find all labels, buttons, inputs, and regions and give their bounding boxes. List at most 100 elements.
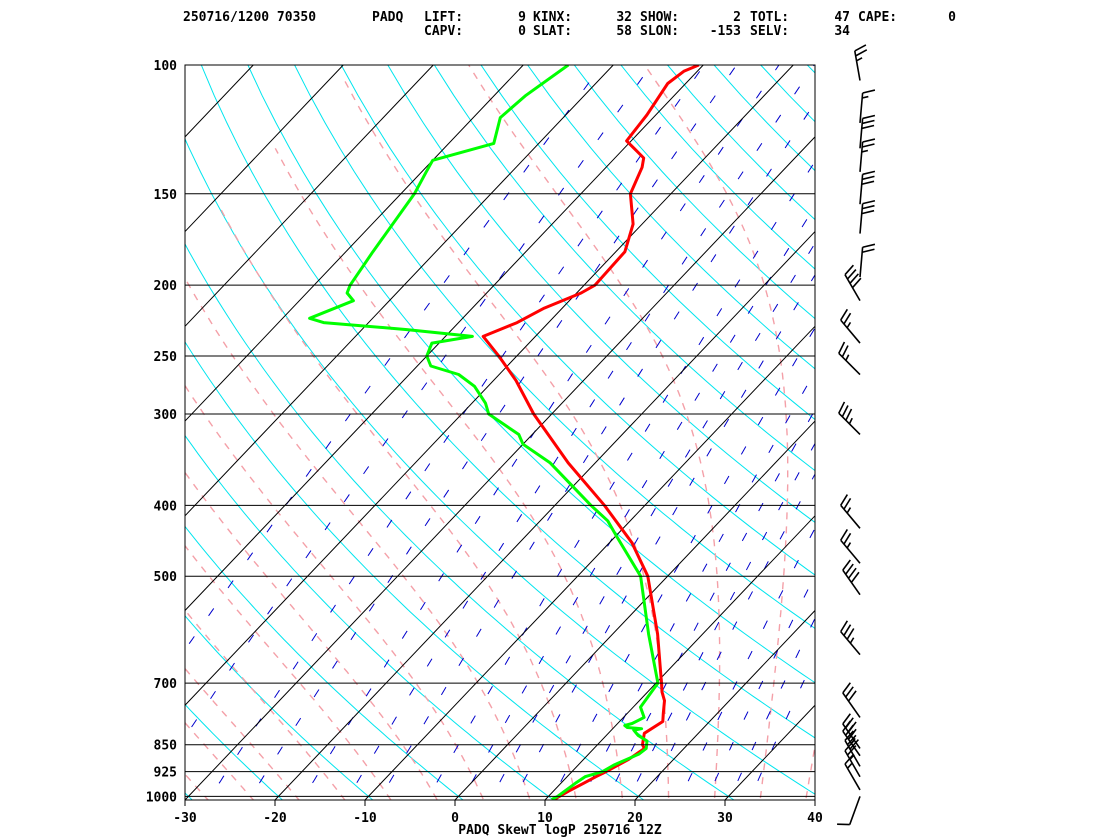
wind-barb-full: [842, 682, 851, 694]
wind-barb-full: [862, 138, 876, 143]
wind-barb-half: [848, 417, 853, 425]
wind-barb-full: [861, 119, 875, 125]
wind-barb-full: [861, 180, 875, 186]
dry-adiabat-line: [620, 65, 815, 270]
wind-barb-full: [847, 728, 857, 740]
isotherm-line: [634, 609, 815, 800]
dry-adiabat-line: [1093, 32, 1120, 812]
temperature-tick-label: 30: [717, 811, 733, 826]
mixing-ratio-line: [185, 65, 653, 738]
pressure-tick-label: 1000: [146, 790, 177, 805]
mixing-ratio-line: [378, 101, 815, 800]
isotherm-line: [185, 65, 434, 328]
wind-barb-full: [843, 532, 852, 545]
header-value: 58: [616, 24, 632, 39]
wind-barb: [840, 308, 861, 344]
dewpoint-profile-line: [308, 65, 660, 800]
dry-adiabat-line: [185, 703, 284, 800]
pressure-tick-label: 300: [154, 408, 178, 423]
wind-barb-full: [862, 170, 876, 176]
moist-adiabat-line: [185, 384, 485, 800]
mixing-ratio-line: [301, 65, 780, 800]
header-label: 250716/1200 70350: [183, 10, 316, 25]
wind-barb-full: [862, 199, 876, 205]
wind-barb-full: [861, 143, 875, 148]
dry-adiabat-line: [185, 243, 735, 800]
wind-barb: [840, 529, 861, 564]
dry-adiabat-line: [957, 32, 1120, 812]
sounding-indices-header: 250716/1200 70350 PADQ LIFT: 9 KINX: 32 SHOW: 2…: [183, 10, 956, 39]
wind-barb-full: [840, 308, 849, 321]
wind-barb: [859, 243, 876, 278]
wind-barb-half: [850, 737, 856, 744]
dry-adiabat-line: [1048, 32, 1120, 812]
plot-frame: [184, 64, 816, 801]
header-value: 0: [518, 24, 526, 39]
header-value: -153: [710, 24, 741, 39]
wind-barb-half: [846, 542, 852, 549]
temperature-tick-label: 10: [537, 811, 553, 826]
isotherm-line: [185, 65, 254, 138]
moist-adiabat-line: [185, 721, 255, 800]
dry-adiabat-line: [387, 65, 815, 524]
header-label: SELV:: [750, 24, 789, 39]
wind-barb-full: [841, 345, 849, 358]
pressure-tick-label: 100: [154, 59, 178, 74]
mixing-ratio-line: [461, 205, 815, 800]
dry-adiabat-line: [294, 65, 815, 630]
moist-adiabat-line: [343, 80, 670, 800]
wind-barb: [838, 341, 861, 376]
isotherm-line: [364, 325, 815, 800]
temperature-tick-label: 40: [807, 811, 823, 826]
isotherm-line: [185, 136, 815, 800]
wind-barb-half: [856, 57, 863, 62]
dry-adiabat-line: [867, 32, 1120, 812]
wind-barb-full: [846, 628, 855, 640]
temperature-tick-label: 0: [451, 811, 459, 826]
isotherm-line: [814, 799, 815, 800]
moist-adiabat-line: [185, 609, 346, 800]
temperature-tick-label: 20: [627, 811, 643, 826]
wind-barb-full: [861, 204, 875, 210]
dry-adiabat-line: [666, 65, 815, 221]
wind-barb-full: [847, 690, 857, 702]
dry-adiabat-line: [480, 65, 815, 421]
wind-barb-full: [846, 734, 857, 746]
sounding-profiles: [308, 65, 700, 800]
pressure-tick-label: 500: [154, 570, 178, 585]
wind-barb: [842, 682, 861, 718]
header-value: 34: [834, 24, 850, 39]
isotherm-line: [185, 65, 794, 706]
wind-barb-staff: [854, 50, 861, 81]
wind-barb: [838, 401, 861, 436]
header-label: LIFT:: [424, 10, 463, 25]
dry-adiabat-line: [185, 341, 645, 800]
dry-adiabat-line: [822, 32, 1120, 812]
mixing-ratio-line: [705, 574, 815, 800]
mixing-ratio-line: [627, 442, 815, 800]
header-value: 9: [518, 10, 526, 25]
pressure-tick-label: 400: [154, 499, 178, 514]
wind-barb-full: [838, 401, 846, 414]
wind-barb: [844, 730, 861, 767]
temperature-tick-label: -20: [263, 811, 287, 826]
wind-barb: [842, 713, 861, 749]
wind-barb-full: [842, 713, 851, 725]
wind-barb-full: [845, 686, 854, 698]
dry-adiabat-line: [912, 32, 1120, 812]
wind-barb-half: [861, 149, 869, 153]
wind-barb-full: [861, 124, 875, 130]
isotherm-line: [724, 704, 815, 800]
mixing-ratio-line: [748, 656, 815, 800]
temperature-tick-label: -30: [173, 811, 197, 826]
mixing-ratio-line: [512, 274, 815, 800]
wind-barb-full: [843, 497, 852, 510]
isotherm-line: [454, 420, 815, 800]
pressure-tick-label: 250: [154, 350, 178, 365]
wind-barb: [837, 796, 861, 826]
wind-barb: [854, 44, 868, 81]
wind-barb-full: [845, 408, 853, 421]
wind-barb-full: [854, 44, 867, 52]
